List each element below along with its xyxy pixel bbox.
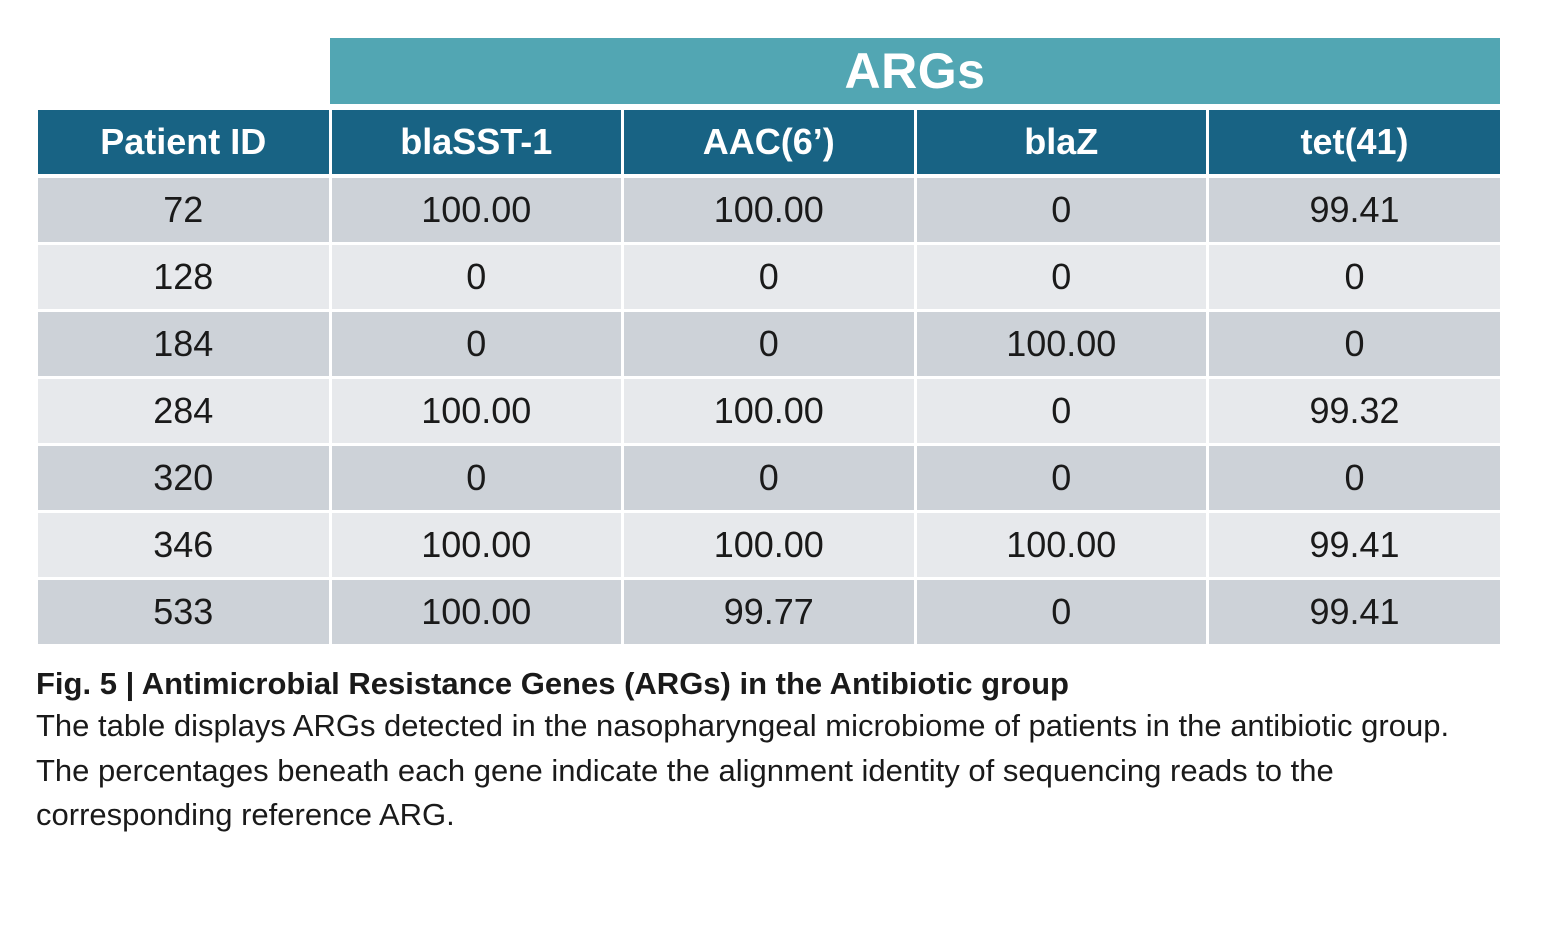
table-cell: 0 [913, 376, 1208, 445]
table-cell: 0 [621, 309, 915, 378]
super-header-spacer [38, 38, 330, 104]
table-cell: 100.00 [621, 174, 915, 244]
table-cell: 0 [328, 242, 623, 311]
table-row: 533 100.00 99.77 0 99.41 [38, 577, 1500, 644]
column-header-row: Patient ID blaSST-1 AAC(6’) blaZ tet(41) [38, 110, 1500, 178]
table-cell: 100.00 [328, 376, 623, 445]
table-cell: 128 [38, 242, 330, 311]
column-header-blaz: blaZ [913, 110, 1208, 178]
table-cell: 100.00 [621, 376, 915, 445]
table-cell: 320 [38, 443, 330, 512]
table-cell: 100.00 [621, 510, 915, 579]
table-cell: 284 [38, 376, 330, 445]
table-cell: 0 [913, 242, 1208, 311]
table-cell: 99.32 [1206, 376, 1500, 445]
super-header-row: ARGs [38, 38, 1500, 104]
table-cell: 100.00 [328, 510, 623, 579]
table-row: 284 100.00 100.00 0 99.32 [38, 376, 1500, 445]
table-cell: 0 [913, 443, 1208, 512]
table-cell: 100.00 [328, 577, 623, 644]
caption-body: The table displays ARGs detected in the … [36, 708, 1450, 832]
caption-title: Fig. 5 | Antimicrobial Resistance Genes … [36, 666, 1069, 701]
table-cell: 72 [38, 174, 330, 244]
table-cell: 184 [38, 309, 330, 378]
table-cell: 0 [328, 443, 623, 512]
table-cell: 100.00 [328, 174, 623, 244]
column-header-tet41: tet(41) [1206, 110, 1500, 178]
args-table: Patient ID blaSST-1 AAC(6’) blaZ tet(41)… [38, 110, 1500, 644]
table-cell: 0 [1206, 443, 1500, 512]
figure-table: ARGs Patient ID blaSST-1 AAC(6’) blaZ te… [38, 38, 1500, 644]
table-row: 320 0 0 0 0 [38, 443, 1500, 512]
table-cell: 0 [913, 174, 1208, 244]
table-cell: 100.00 [913, 510, 1208, 579]
table-cell: 346 [38, 510, 330, 579]
table-cell: 100.00 [913, 309, 1208, 378]
table-row: 128 0 0 0 0 [38, 242, 1500, 311]
figure-caption: Fig. 5 | Antimicrobial Resistance Genes … [36, 664, 1506, 838]
table-cell: 99.41 [1206, 510, 1500, 579]
table-cell: 0 [1206, 242, 1500, 311]
table-cell: 99.77 [621, 577, 915, 644]
table-cell: 0 [1206, 309, 1500, 378]
table-row: 184 0 0 100.00 0 [38, 309, 1500, 378]
column-header-patient-id: Patient ID [38, 110, 330, 178]
table-cell: 0 [621, 443, 915, 512]
table-cell: 99.41 [1206, 174, 1500, 244]
table-cell: 99.41 [1206, 577, 1500, 644]
table-cell: 533 [38, 577, 330, 644]
args-super-header: ARGs [330, 38, 1500, 104]
table-cell: 0 [621, 242, 915, 311]
column-header-aac6: AAC(6’) [621, 110, 915, 178]
header-gap [38, 104, 1500, 110]
table-cell: 0 [328, 309, 623, 378]
column-header-blasst-1: blaSST-1 [328, 110, 623, 178]
table-row: 72 100.00 100.00 0 99.41 [38, 174, 1500, 244]
table-row: 346 100.00 100.00 100.00 99.41 [38, 510, 1500, 579]
table-cell: 0 [913, 577, 1208, 644]
